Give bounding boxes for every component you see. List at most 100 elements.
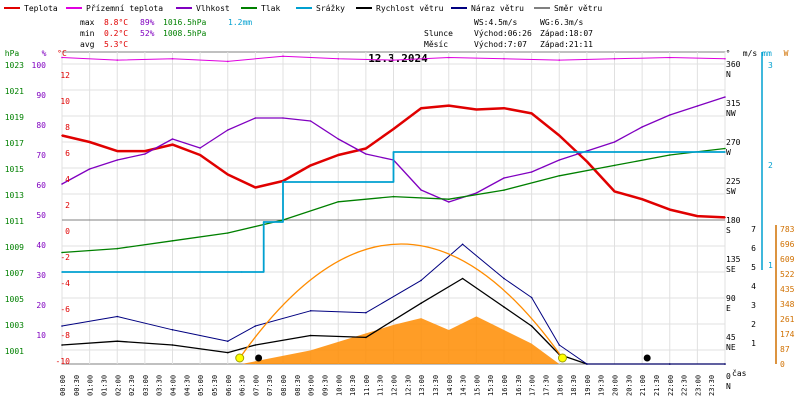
series-point-3-9 [558,175,561,177]
time-tick-1: 00:30 [73,375,81,396]
time-tick-19: 09:30 [321,375,329,396]
solar-tick-1: 696 [780,240,795,249]
series-point-2-11 [365,153,367,155]
hum-tick-4: 60 [36,181,46,190]
legend-label-1: Přízemní teplota [86,4,163,13]
time-tick-35: 17:30 [542,375,550,396]
press-unit-label: hPa [5,49,20,58]
time-tick-18: 09:00 [308,375,316,396]
solar-tick-0: 783 [780,225,795,234]
series-point-1-3 [227,60,229,63]
time-tick-4: 02:00 [114,375,122,396]
series-point-5-6 [365,336,367,339]
press-tick-7: 1009 [5,243,24,252]
time-tick-34: 17:00 [529,375,537,396]
hum-unit-label: % [42,49,47,58]
time-tick-12: 06:00 [225,375,233,396]
time-tick-42: 21:00 [639,375,647,396]
series-point-6-4 [254,325,257,327]
press-tick-3: 1017 [5,139,24,148]
time-tick-37: 18:30 [570,375,578,396]
time-tick-8: 04:00 [170,375,178,396]
series-point-3-1 [116,247,119,250]
series-point-2-2 [116,159,119,161]
wind-tick-1: 6 [751,244,756,253]
series-point-2-17 [530,171,533,173]
temp-tick-1: 10 [60,97,70,106]
dir-tick-dir-3: SW [726,187,736,196]
dir-tick-deg-0: 360 [726,60,741,69]
series-point-3-8 [503,189,505,191]
hum-tick-9: 10 [36,331,46,340]
time-tick-38: 19:00 [584,375,592,396]
series-point-4-4 [392,151,395,153]
series-point-3-0 [61,251,63,254]
dir-tick-deg-1: 315 [726,99,741,108]
dir-tick-deg-5: 135 [726,255,741,264]
series-point-5-10 [530,325,533,327]
series-point-4-0 [61,271,63,273]
series-point-0-18 [558,134,561,137]
time-tick-3: 01:30 [100,375,108,396]
stat-press-max: 1016.5hPa [163,18,207,27]
series-point-3-7 [448,198,450,200]
hum-tick-6: 40 [36,241,46,250]
wind-unit-label: m/s [743,49,758,58]
solar-tick-5: 348 [780,300,795,309]
series-point-0-15 [475,108,478,111]
wind-tick-3: 4 [751,282,756,291]
time-tick-47: 23:30 [708,375,716,396]
solar-tick-9: 0 [780,360,785,369]
stat-sunset: Západ:18:07 [540,29,593,38]
time-tick-45: 22:30 [681,375,689,396]
series-point-6-2 [171,329,174,331]
series-line-4 [62,151,725,273]
series-point-2-5 [199,147,201,149]
legend-label-3: Tlak [261,4,280,13]
series-point-0-13 [420,107,422,109]
series-point-2-16 [503,177,505,179]
series-point-3-5 [337,201,340,203]
series-point-2-3 [144,153,146,155]
sunrise-icon [235,353,245,363]
stat-label-avg: avg [80,40,95,49]
series-point-3-11 [669,154,671,156]
time-tick-17: 08:30 [294,375,302,396]
series-point-3-10 [613,164,616,167]
series-point-0-16 [503,107,505,109]
series-point-0-1 [88,141,91,143]
temp-tick-3: 6 [65,149,70,158]
stat-wind-speed: WS:4.5m/s [474,18,518,27]
series-point-1-12 [724,58,726,60]
dir-tick-dir-0: N [726,70,731,79]
series-point-6-13 [669,363,671,365]
series-point-2-21 [641,126,643,128]
series-point-2-9 [309,120,312,122]
series-point-6-14 [724,363,726,365]
series-point-0-24 [724,216,726,219]
grid [61,52,726,364]
temp-tick-2: 8 [65,123,70,132]
series-point-2-7 [254,117,257,119]
legend-label-0: Teplota [24,4,58,13]
legend-label-4: Srážky [316,4,345,13]
series-point-0-14 [448,104,450,107]
time-tick-14: 07:00 [252,375,260,396]
series-point-2-15 [475,192,478,194]
dir-tick-dir-4: S [726,226,731,235]
series-point-6-9 [503,277,505,280]
series-point-1-8 [503,58,505,60]
time-tick-26: 13:00 [418,375,426,396]
time-tick-2: 01:00 [87,375,95,396]
series-point-6-3 [227,340,229,343]
series-point-0-9 [309,164,312,167]
series-point-0-19 [586,160,588,163]
stat-hum-min: 52% [140,29,155,38]
series-point-5-3 [227,351,229,354]
series-point-2-20 [613,141,616,143]
series-point-1-1 [116,59,119,61]
time-tick-22: 11:00 [363,375,371,396]
press-tick-5: 1013 [5,191,24,200]
series-point-5-7 [420,302,422,305]
series-point-5-4 [254,344,257,346]
